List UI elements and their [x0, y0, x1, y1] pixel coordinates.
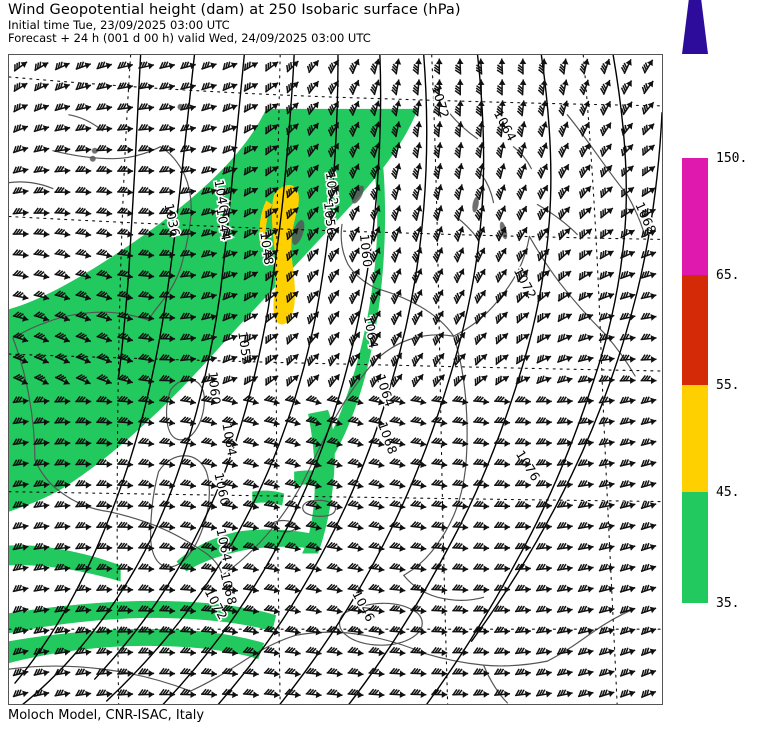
colorbar-tick-65: 65.: [716, 268, 740, 283]
colorbar-segment-65-150: [682, 158, 708, 275]
svg-text:1072: 1072: [511, 265, 540, 302]
colorbar-segment-45-55: [682, 385, 708, 492]
svg-text:1060: 1060: [205, 371, 223, 406]
initial-time-label: Initial time Tue, 23/09/2025 03:00 UTC: [8, 18, 230, 32]
svg-text:1072: 1072: [429, 84, 453, 121]
colorbar-segment-35-45: [682, 492, 708, 603]
svg-text:1064: 1064: [373, 372, 398, 409]
svg-text:1048: 1048: [257, 231, 277, 266]
colorbar-tick-55: 55.: [716, 378, 740, 393]
colorbar[interactable]: [682, 0, 708, 605]
map-canvas: 1036 1040 1044 1048 1052 1052 1056 1060 …: [9, 55, 662, 704]
colorbar-tick-labels: 150. 65. 55. 45. 35.: [716, 54, 760, 614]
forecast-valid-label: Forecast + 24 h (001 d 00 h) valid Wed, …: [8, 31, 371, 45]
chart-header: Wind Geopotential height (dam) at 250 Is…: [8, 2, 708, 45]
svg-text:1060: 1060: [357, 233, 375, 268]
colorbar-over-range-arrow: [682, 0, 708, 54]
colorbar-segment-55-65: [682, 275, 708, 385]
colorbar-tick-150: 150.: [716, 151, 748, 166]
colorbar-tick-35: 35.: [716, 596, 740, 611]
model-credit: Moloch Model, CNR-ISAC, Italy: [8, 708, 205, 723]
page-title: Wind Geopotential height (dam) at 250 Is…: [8, 2, 461, 18]
forecast-map[interactable]: 1036 1040 1044 1048 1052 1052 1056 1060 …: [8, 54, 663, 705]
svg-text:1064: 1064: [491, 107, 520, 144]
colorbar-tick-45: 45.: [716, 485, 740, 500]
